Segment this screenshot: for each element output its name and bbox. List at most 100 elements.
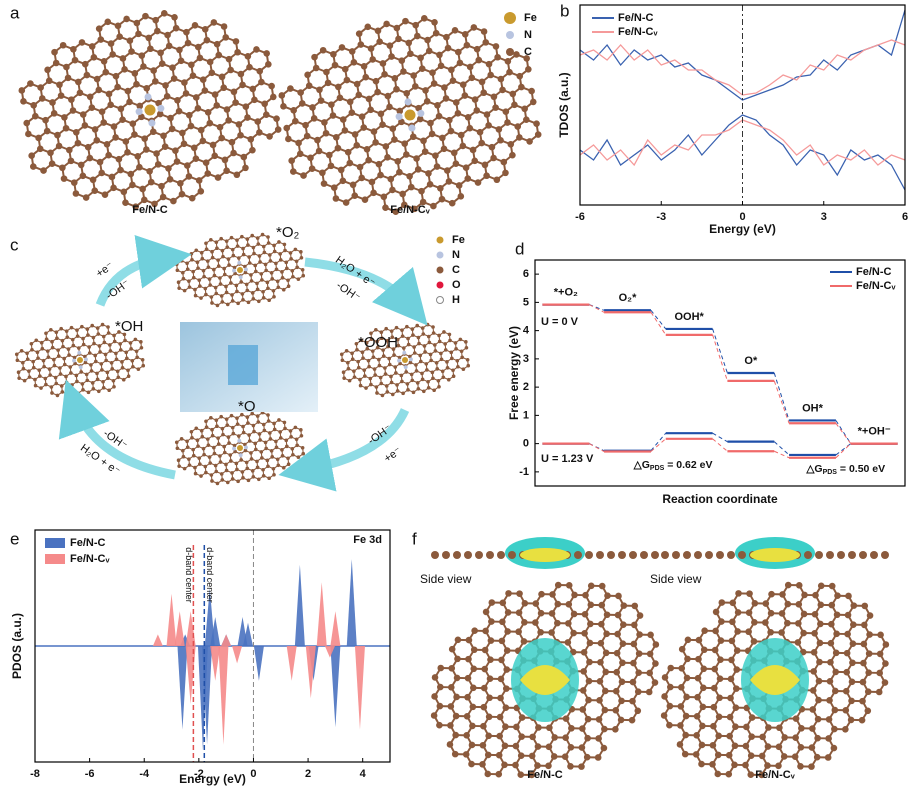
atom: [289, 257, 293, 261]
atom: [241, 424, 245, 429]
atom: [73, 361, 77, 366]
pdos-peak: [316, 582, 327, 646]
atom: [344, 348, 349, 353]
atom: [598, 582, 606, 590]
atom: [39, 340, 44, 345]
atom: [580, 649, 588, 656]
atom: [280, 453, 285, 458]
x-tick-label: -4: [139, 768, 150, 780]
reaction-arrow: [278, 408, 410, 492]
atom: [517, 771, 525, 779]
atom: [587, 620, 594, 628]
atom: [206, 265, 211, 269]
atom: [826, 551, 834, 559]
atom: [42, 116, 49, 124]
atom: [365, 156, 372, 164]
atom: [106, 331, 111, 335]
atom: [630, 640, 638, 648]
atom: [564, 639, 572, 646]
atom: [391, 75, 399, 82]
y-tick-label: 3: [523, 353, 529, 365]
atom: [181, 454, 186, 459]
atom: [502, 704, 510, 711]
atom: [485, 732, 492, 740]
atom: [285, 444, 289, 449]
atom: [131, 131, 138, 138]
atom: [361, 196, 369, 203]
atom: [235, 467, 239, 472]
atom: [751, 599, 759, 607]
atom: [762, 600, 770, 607]
atom: [652, 641, 660, 648]
atom: [214, 418, 219, 423]
atom: [220, 300, 225, 304]
atom: [784, 600, 792, 608]
atom: [61, 344, 65, 349]
atom: [418, 353, 423, 358]
atom: [247, 433, 251, 437]
atom: [844, 611, 852, 619]
atom: [75, 379, 79, 384]
atom: [387, 356, 391, 361]
atom: [231, 431, 236, 436]
atom: [50, 391, 54, 395]
atom: [562, 715, 570, 722]
atom: [214, 469, 219, 474]
atom: [69, 371, 73, 375]
atom: [735, 590, 742, 597]
note: Fe 3d: [353, 534, 382, 546]
atom: [414, 369, 419, 373]
atom: [418, 65, 426, 72]
atom: [457, 131, 465, 139]
atom: [208, 69, 216, 77]
atom: [99, 362, 104, 366]
atom: [373, 373, 377, 377]
atom: [861, 621, 868, 629]
atom: [845, 592, 852, 600]
atom: [469, 146, 477, 154]
atom: [64, 74, 72, 82]
atom: [259, 450, 264, 454]
atom: [339, 116, 347, 123]
atom: [355, 91, 363, 99]
atom: [111, 378, 116, 383]
atom: [355, 347, 359, 352]
n-atom: [237, 438, 242, 443]
atom: [181, 79, 188, 86]
legend-text: Fe: [452, 234, 465, 246]
atom: [258, 438, 262, 442]
atom: [469, 703, 477, 711]
atom: [232, 38, 240, 45]
atom: [172, 24, 180, 32]
atom: [587, 601, 595, 609]
arrow-label: +e⁻: [382, 445, 404, 465]
atom: [286, 284, 291, 289]
atom: [400, 68, 407, 75]
atom: [64, 380, 69, 385]
atom: [340, 358, 345, 363]
atom: [96, 332, 101, 336]
atom: [224, 239, 229, 243]
atom: [636, 612, 644, 619]
atom: [167, 114, 174, 122]
atom: [269, 93, 277, 101]
atom: [185, 445, 190, 450]
atom: [184, 39, 192, 47]
atom: [218, 454, 222, 458]
atom: [426, 180, 434, 188]
atom: [54, 131, 61, 139]
atom: [551, 734, 558, 741]
atom: [50, 110, 58, 117]
atom: [431, 551, 439, 559]
pdos-peak: [218, 646, 229, 745]
atom: [289, 435, 293, 439]
atom: [225, 55, 233, 63]
atom: [585, 551, 593, 559]
atom: [354, 341, 359, 346]
atom: [473, 45, 481, 53]
atom: [490, 154, 497, 162]
atom: [193, 465, 197, 470]
atom: [405, 39, 413, 47]
atom: [849, 659, 856, 667]
atom: [882, 660, 889, 667]
